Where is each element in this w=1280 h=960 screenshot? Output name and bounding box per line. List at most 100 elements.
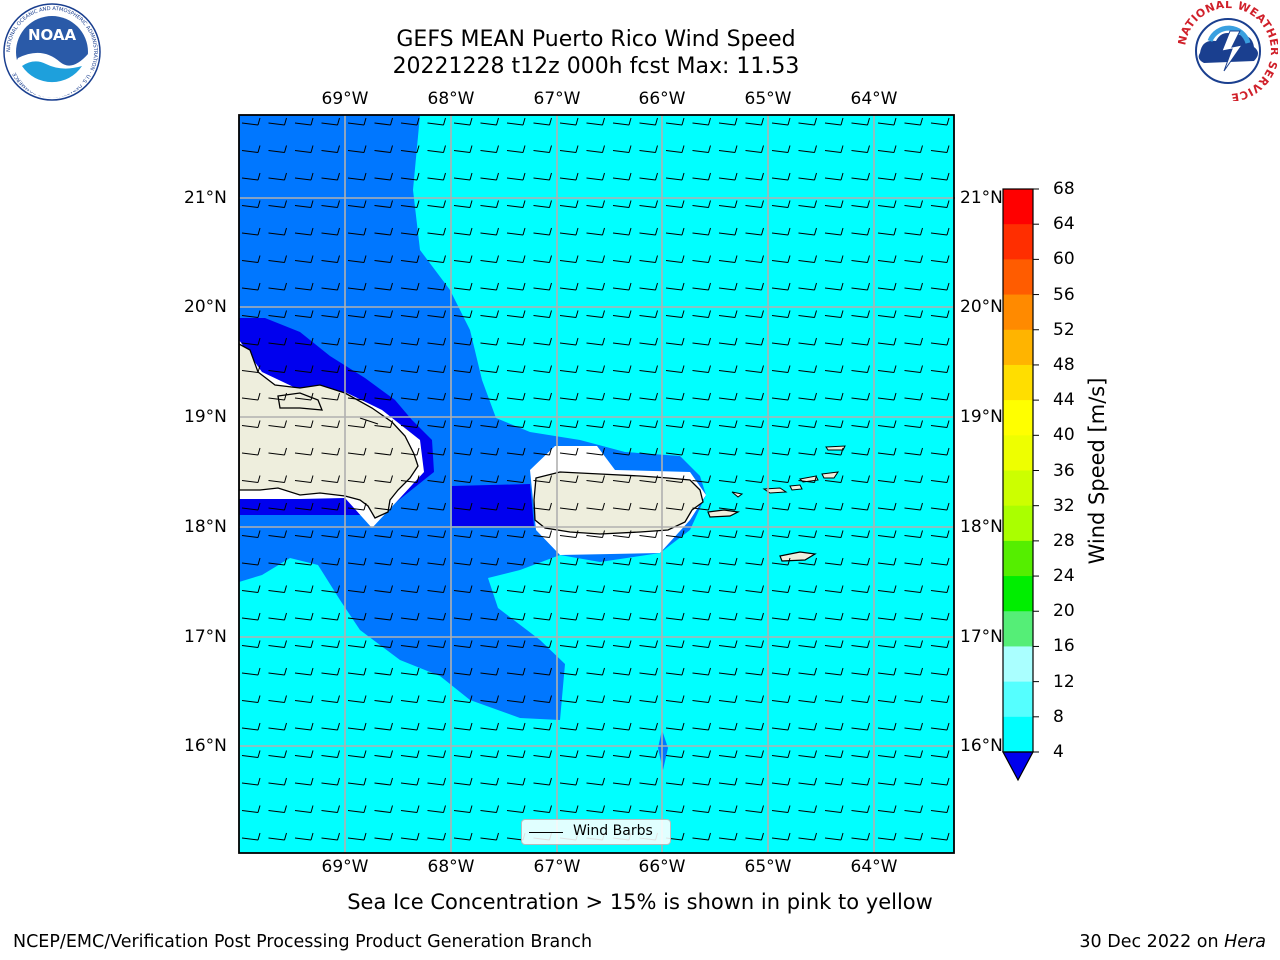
wind-barb bbox=[665, 392, 685, 401]
wind-barb bbox=[877, 475, 897, 483]
wind-barb bbox=[506, 420, 526, 428]
wind-barb bbox=[347, 750, 367, 758]
wind-barb bbox=[851, 255, 870, 263]
wind-barb bbox=[480, 172, 499, 181]
graticule bbox=[239, 115, 954, 853]
wind-barb bbox=[798, 695, 817, 703]
wind-barb bbox=[904, 227, 923, 236]
wind-barb bbox=[692, 777, 711, 786]
footer-host: Hera bbox=[1224, 932, 1266, 952]
wind-barb bbox=[533, 805, 552, 813]
wind-barb bbox=[877, 805, 897, 813]
wind-barb bbox=[506, 282, 526, 291]
wind-barb bbox=[877, 310, 897, 318]
wind-barb bbox=[930, 200, 950, 208]
colorbar-segment bbox=[1003, 329, 1033, 366]
wind-barb bbox=[824, 805, 844, 813]
wind-barb bbox=[851, 530, 870, 538]
wind-barb bbox=[268, 557, 287, 566]
wind-barb bbox=[692, 117, 711, 126]
wind-barb bbox=[294, 282, 314, 291]
wind-barb bbox=[559, 172, 579, 181]
wind-barb bbox=[745, 282, 764, 291]
wind-barb bbox=[586, 557, 605, 566]
wind-barb bbox=[665, 365, 685, 373]
wind-barb bbox=[824, 777, 844, 786]
wind-barb bbox=[612, 310, 632, 318]
wind-barb bbox=[268, 530, 287, 538]
wind-barb bbox=[612, 365, 632, 373]
wind-barb bbox=[692, 255, 711, 263]
wind-barb bbox=[321, 282, 340, 291]
wind-barb bbox=[877, 667, 897, 676]
wind-barb bbox=[480, 502, 499, 511]
wind-barb bbox=[453, 337, 473, 346]
wind-barb bbox=[771, 585, 791, 593]
wind-barb bbox=[268, 282, 287, 291]
land-anegada bbox=[825, 445, 846, 451]
wind-barb bbox=[294, 640, 314, 648]
wind-barb bbox=[639, 667, 658, 676]
wind-barb bbox=[347, 392, 367, 401]
wind-barb bbox=[904, 282, 923, 291]
lat-label-left: 18°N bbox=[184, 517, 227, 537]
wind-barb bbox=[586, 117, 605, 126]
wind-barb bbox=[639, 777, 658, 786]
lat-label-right: 17°N bbox=[960, 627, 1003, 647]
wind-barb bbox=[692, 337, 711, 346]
wind-barb bbox=[559, 145, 579, 153]
wind-barb bbox=[586, 722, 605, 731]
wind-barb bbox=[400, 227, 420, 236]
wind-barb bbox=[506, 145, 526, 153]
wind-barb bbox=[427, 227, 446, 236]
wind-barb bbox=[427, 365, 446, 373]
wind-barb bbox=[692, 750, 711, 758]
colorbar-tick-label: 12 bbox=[1053, 671, 1075, 692]
wind-barb bbox=[586, 447, 605, 456]
wind-barb bbox=[427, 447, 446, 456]
wind-barb bbox=[374, 447, 393, 456]
wind-barb bbox=[453, 475, 473, 483]
colorbar-tick-label: 40 bbox=[1053, 425, 1075, 446]
wind-barb bbox=[851, 117, 870, 126]
lon-label-bottom: 69°W bbox=[321, 857, 369, 877]
wind-barb bbox=[294, 695, 314, 703]
wind-barb bbox=[533, 310, 552, 318]
wind-barb bbox=[904, 667, 923, 676]
wind-barb bbox=[639, 502, 658, 511]
wind-barb bbox=[798, 722, 817, 731]
wind-barb bbox=[294, 255, 314, 263]
wind-barb bbox=[427, 200, 446, 208]
wind-barb bbox=[665, 502, 685, 511]
wind-barb bbox=[798, 447, 817, 456]
wind-barb bbox=[930, 585, 950, 593]
wind-barb bbox=[904, 530, 923, 538]
wind-barb bbox=[771, 310, 791, 318]
wind-barb bbox=[241, 640, 261, 648]
wind-barb bbox=[904, 255, 923, 263]
wind-barb bbox=[559, 530, 579, 538]
wind-barb bbox=[745, 172, 764, 181]
wind-barb bbox=[692, 640, 711, 648]
wind-barb bbox=[241, 750, 261, 758]
wind-barb bbox=[374, 475, 393, 483]
wind-barb bbox=[824, 337, 844, 346]
wind-barb bbox=[321, 365, 340, 373]
wind-barb bbox=[877, 640, 897, 648]
wind-barb bbox=[241, 337, 261, 346]
wind-barb bbox=[665, 172, 685, 181]
wind-barb bbox=[586, 612, 605, 621]
wind-barb bbox=[851, 585, 870, 593]
wind-barb bbox=[480, 832, 499, 841]
wind-barb bbox=[718, 777, 738, 786]
wind-barb bbox=[533, 585, 552, 593]
wind-barb bbox=[745, 420, 764, 428]
wind-barb bbox=[851, 282, 870, 291]
wind-barb bbox=[321, 832, 340, 841]
wind-barb bbox=[268, 200, 287, 208]
wind-barb bbox=[480, 117, 499, 126]
wind-barb bbox=[904, 640, 923, 648]
wind-barb bbox=[824, 722, 844, 731]
wind-barb bbox=[427, 695, 446, 703]
wind-barb bbox=[692, 557, 711, 566]
